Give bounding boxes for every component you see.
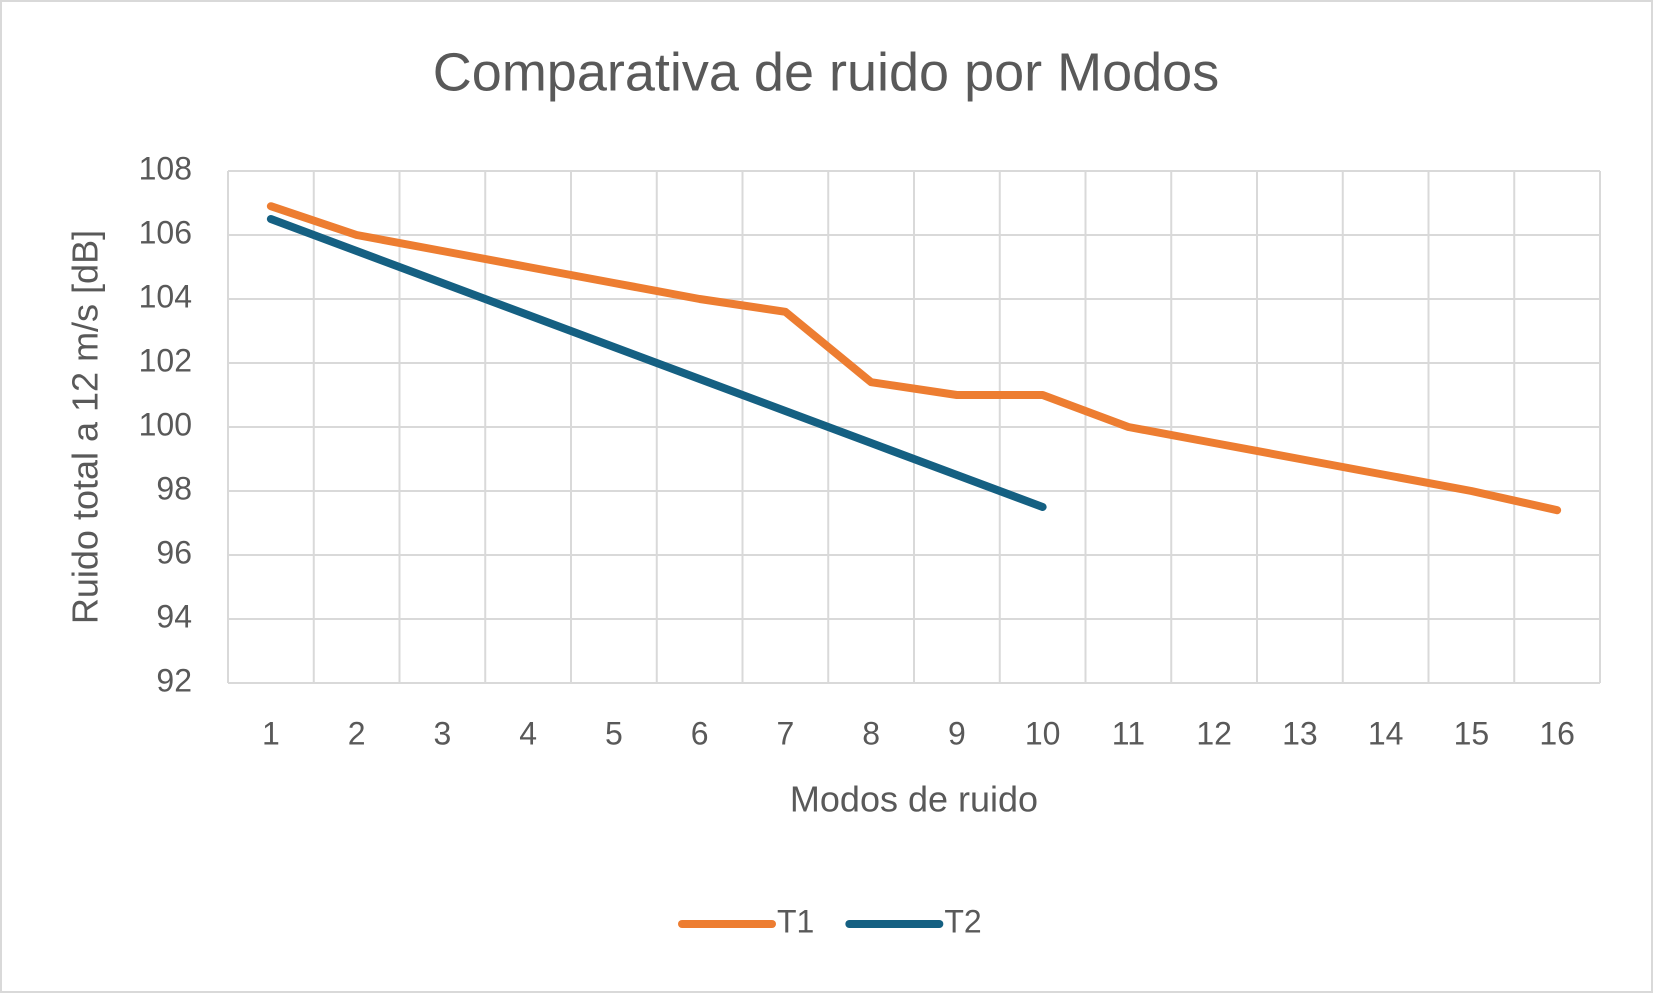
legend-label: T1: [777, 903, 814, 939]
y-tick-label: 106: [139, 214, 192, 250]
x-tick-label: 12: [1196, 715, 1232, 751]
x-tick-label: 15: [1454, 715, 1490, 751]
y-tick-label: 96: [156, 534, 192, 570]
chart-title: Comparativa de ruido por Modos: [433, 42, 1219, 102]
x-tick-label: 13: [1282, 715, 1318, 751]
y-axis-title: Ruido total a 12 m/s [dB]: [65, 230, 106, 624]
x-tick-label: 2: [348, 715, 366, 751]
x-tick-label: 14: [1368, 715, 1404, 751]
line-series: [266, 202, 1562, 515]
x-tick-label: 10: [1025, 715, 1061, 751]
x-tick-label: 11: [1112, 715, 1145, 751]
x-tick-label: 6: [691, 715, 709, 751]
x-tick-label: 9: [948, 715, 966, 751]
x-axis-title: Modos de ruido: [790, 779, 1038, 820]
y-tick-label: 92: [156, 662, 192, 698]
y-tick-label: 94: [156, 598, 192, 634]
y-tick-label: 100: [139, 406, 192, 442]
x-tick-label: 16: [1539, 715, 1575, 751]
y-tick-label: 104: [139, 278, 192, 314]
line-series: [266, 215, 1047, 511]
x-tick-label: 1: [262, 715, 280, 751]
y-tick-label: 98: [156, 470, 192, 506]
x-tick-label: 4: [519, 715, 537, 751]
x-tick-label: 3: [433, 715, 451, 751]
y-tick-label: 102: [139, 342, 192, 378]
legend-label: T2: [944, 903, 981, 939]
x-tick-label: 5: [605, 715, 623, 751]
x-tick-label: 8: [862, 715, 880, 751]
x-tick-label: 7: [776, 715, 794, 751]
y-tick-label: 108: [139, 150, 192, 186]
